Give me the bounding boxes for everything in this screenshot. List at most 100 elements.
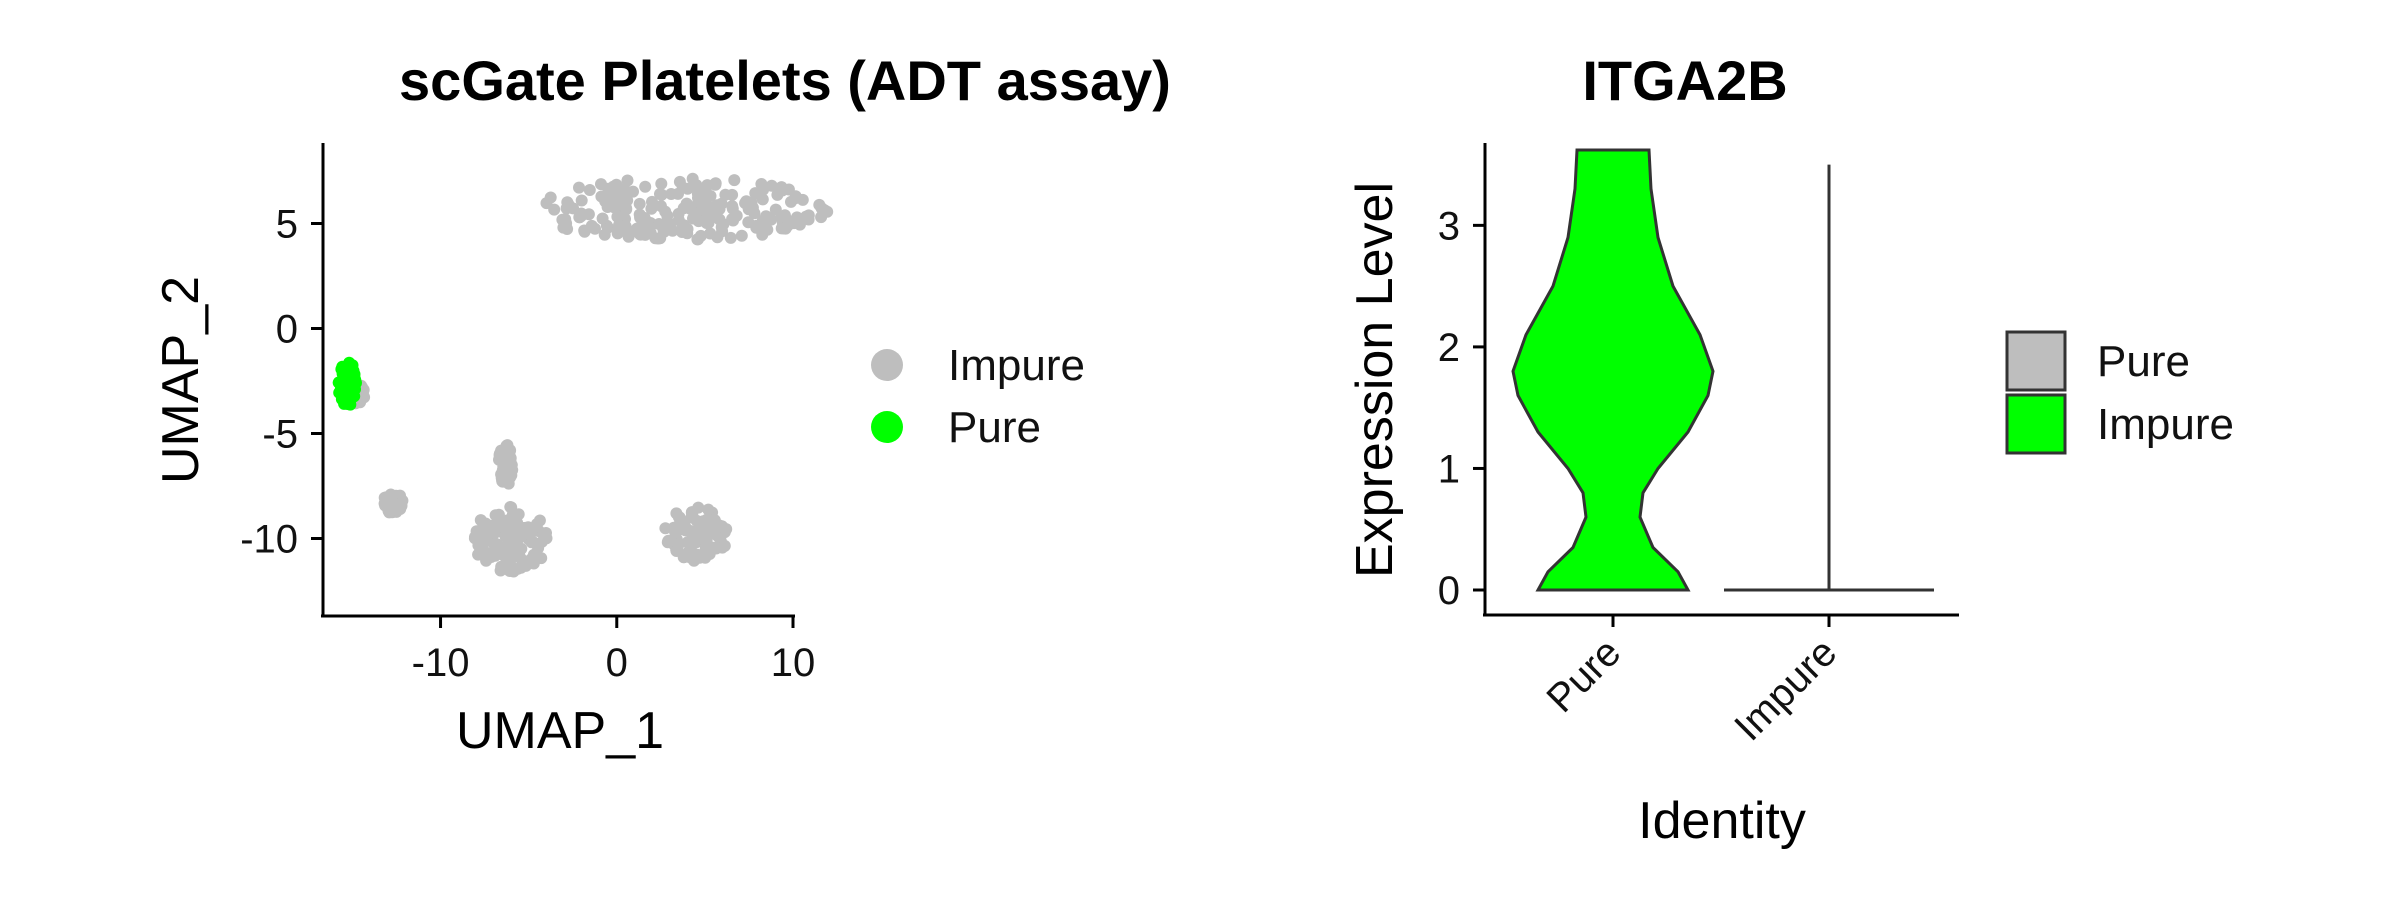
umap-point-impure: [726, 202, 739, 215]
umap-point-impure: [582, 208, 595, 221]
umap-x-tick-label: 0: [606, 641, 628, 685]
umap-point-impure: [618, 188, 631, 201]
violin-pure: [1511, 148, 1715, 592]
legend-swatch-pure: [871, 411, 903, 443]
umap-point-impure: [633, 208, 646, 221]
umap-panel: scGate Platelets (ADT assay) -10 0 1050-5-…: [152, 49, 1171, 760]
umap-point-impure: [659, 205, 672, 218]
violin-title: ITGA2B: [1582, 49, 1787, 112]
umap-point-impure: [711, 199, 723, 212]
umap-point-impure: [709, 178, 722, 191]
umap-y-tick-label: -5: [262, 413, 298, 457]
umap-point-impure: [657, 225, 670, 238]
umap-title: scGate Platelets (ADT assay): [399, 49, 1171, 112]
umap-point-impure: [713, 213, 726, 226]
umap-point-impure: [496, 444, 509, 457]
violin-legend: Pure Impure: [2005, 330, 2234, 455]
umap-point-impure: [696, 197, 709, 210]
violin-x-label: Identity: [1638, 792, 1806, 850]
umap-point-impure: [540, 197, 553, 210]
legend-swatch-impure: [871, 349, 903, 381]
legend-label-pure: Pure: [948, 403, 1041, 452]
umap-point-impure: [499, 530, 512, 543]
violin-y-tick-label: 2: [1438, 326, 1460, 370]
umap-point-impure: [613, 219, 625, 232]
umap-point-impure: [692, 215, 705, 228]
umap-point-impure: [672, 187, 684, 200]
umap-x-tick-label: 10: [771, 641, 816, 685]
umap-point-impure: [699, 551, 712, 564]
violin-x-tick-label: Impure: [1726, 630, 1845, 749]
umap-point-impure: [385, 498, 398, 510]
violin-y-label: Expression Level: [1346, 182, 1404, 578]
umap-point-impure: [716, 541, 729, 554]
umap-point-impure: [596, 212, 609, 225]
violin-y-tick-label: 1: [1438, 447, 1460, 491]
umap-point-impure: [495, 546, 508, 559]
umap-point-impure: [661, 215, 674, 227]
umap-point-impure: [639, 180, 652, 193]
umap-point-impure: [500, 473, 513, 486]
umap-point-impure: [646, 195, 658, 208]
umap-point-impure: [540, 527, 552, 539]
umap-y-label: UMAP_2: [152, 276, 210, 484]
legend-swatch-impure: [2005, 393, 2067, 455]
umap-point-impure: [704, 227, 717, 240]
umap-point-pure: [341, 391, 354, 404]
umap-point-pure: [347, 373, 360, 386]
legend-swatch-pure: [2005, 330, 2067, 392]
umap-point-impure: [724, 231, 737, 244]
umap-point-impure: [791, 211, 803, 224]
umap-point-impure: [506, 551, 519, 564]
umap-point-impure: [633, 197, 646, 210]
umap-point-impure: [727, 214, 740, 227]
umap-point-impure: [690, 179, 703, 192]
umap-point-impure: [815, 211, 828, 224]
umap-point-impure: [575, 194, 588, 207]
umap-point-impure: [750, 219, 763, 232]
umap-point-impure: [595, 178, 607, 191]
umap-point-impure: [802, 213, 815, 226]
umap-x-tick-label: -10: [412, 641, 470, 685]
umap-point-impure: [680, 197, 693, 210]
umap-point-impure: [726, 188, 739, 201]
umap-point-impure: [679, 520, 692, 533]
umap-point-impure: [740, 195, 753, 208]
umap-legend: Impure Pure: [871, 341, 1085, 452]
umap-point-impure: [781, 219, 794, 232]
umap-y-tick-label: 5: [276, 203, 298, 247]
umap-point-impure: [672, 214, 685, 227]
umap-point-impure: [598, 228, 611, 241]
umap-point-impure: [654, 188, 666, 200]
umap-point-impure: [701, 513, 714, 526]
umap-point-impure: [789, 192, 802, 205]
umap-point-impure: [720, 523, 733, 536]
umap-point-impure: [610, 179, 623, 192]
umap-point-impure: [685, 506, 698, 519]
umap-point-impure: [494, 564, 507, 577]
umap-y-tick-label: 0: [276, 308, 298, 352]
umap-point-impure: [655, 177, 668, 190]
violin-y-tick-label: 3: [1438, 204, 1460, 248]
umap-point-impure: [561, 223, 574, 235]
umap-points: [332, 172, 834, 578]
umap-point-impure: [735, 229, 748, 242]
umap-x-label: UMAP_1: [456, 702, 664, 760]
umap-point-impure: [384, 488, 397, 501]
umap-point-impure: [748, 207, 761, 220]
umap-point-impure: [562, 198, 575, 211]
violin-y-tick-label: 0: [1438, 569, 1460, 613]
umap-point-impure: [622, 230, 635, 243]
umap-point-impure: [755, 178, 768, 190]
umap-point-impure: [771, 188, 784, 201]
umap-point-impure: [778, 209, 791, 222]
umap-point-impure: [535, 552, 548, 565]
umap-point-impure: [681, 227, 694, 240]
umap-point-impure: [506, 464, 519, 476]
umap-point-impure: [470, 525, 483, 538]
umap-point-impure: [525, 553, 538, 566]
violin-panel: ITGA2B 0 1 2 3 Pure Impure Identity Expressio…: [1346, 49, 2234, 850]
umap-point-impure: [671, 543, 684, 556]
umap-point-impure: [769, 203, 782, 216]
